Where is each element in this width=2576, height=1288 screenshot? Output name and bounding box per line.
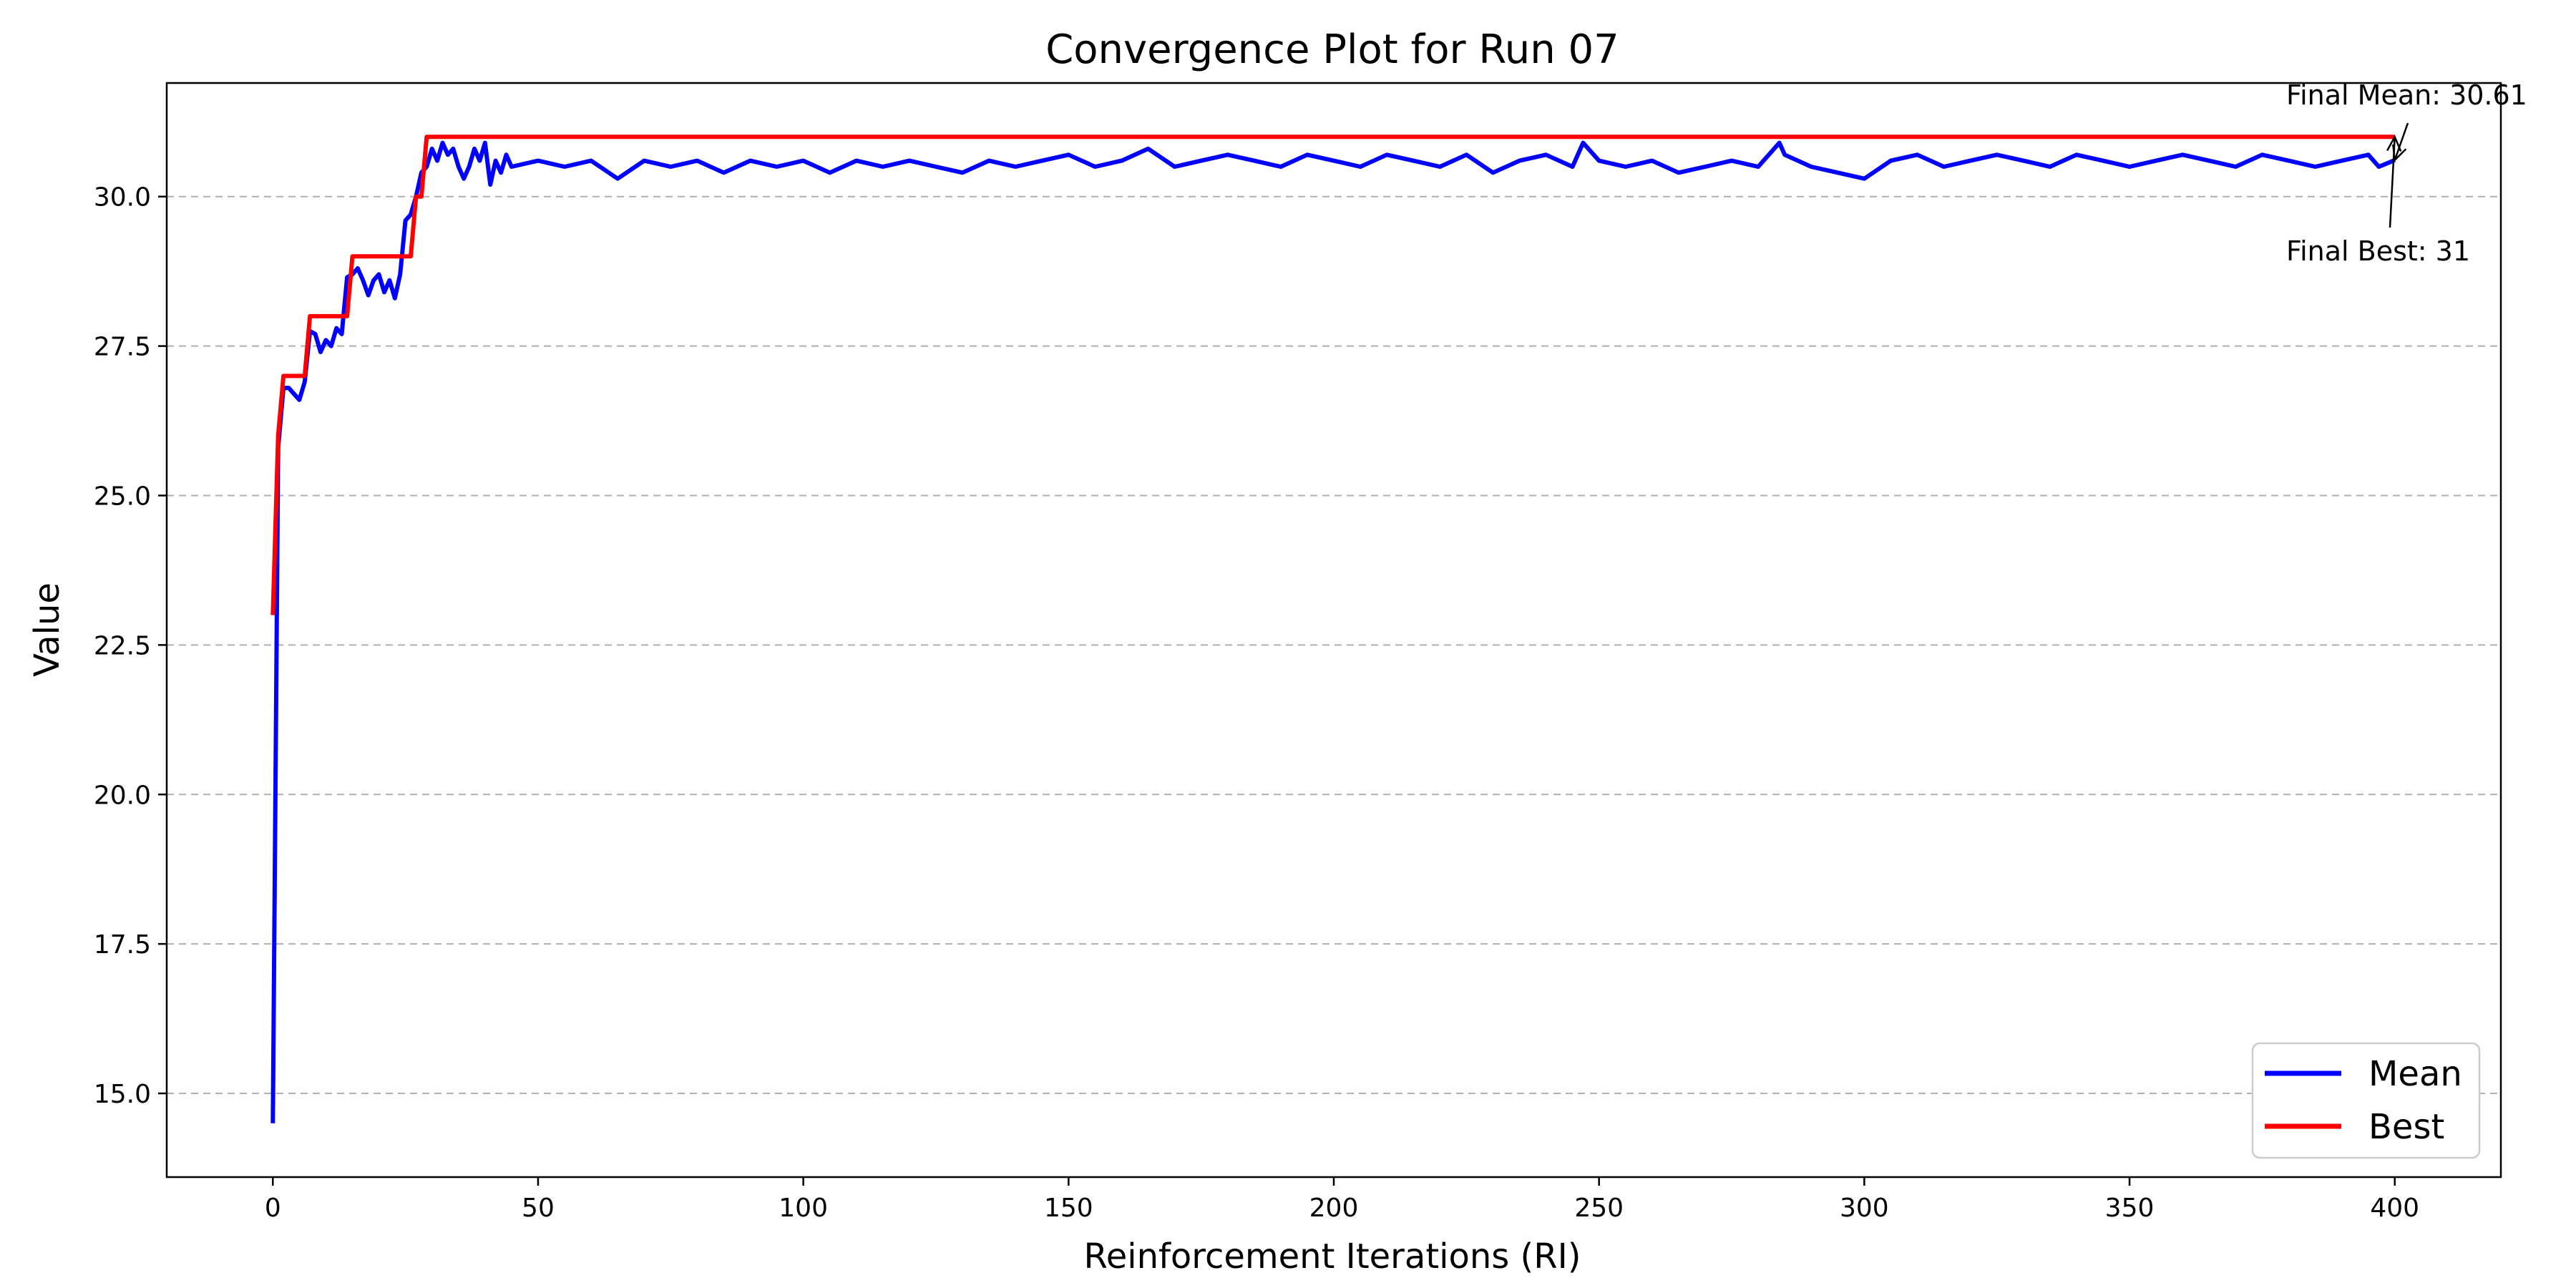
y-axis: 15.0 17.5 20.0 22.5 25.0 27.5 30.0: [94, 183, 167, 1109]
plot-series: [270, 135, 2396, 1123]
x-tick-label: 100: [779, 1194, 828, 1223]
y-tick-label: 22.5: [94, 631, 151, 660]
x-axis: 0 50 100 150 200 250 300 350 400: [265, 1177, 2419, 1223]
y-tick-label: 30.0: [94, 183, 151, 213]
series-line-best: [270, 135, 2395, 615]
annotation-arrowhead-best: [2386, 135, 2402, 152]
x-tick-label: 150: [1044, 1194, 1093, 1223]
chart-title: Convergence Plot for Run 07: [1045, 26, 1619, 73]
series-line-mean: [270, 140, 2396, 1123]
y-tick-label: 17.5: [94, 930, 151, 960]
x-tick-label: 50: [522, 1194, 555, 1223]
x-tick-label: 0: [265, 1194, 281, 1223]
y-tick-label: 20.0: [94, 781, 151, 810]
annotation-final-mean: Final Mean: 30.61: [2286, 79, 2527, 111]
y-axis-label: Value: [27, 582, 67, 677]
y-tick-label: 15.0: [94, 1080, 151, 1109]
annotations: Final Mean: 30.61 Final Best: 31: [2286, 79, 2527, 267]
annotation-arrow-mean: [2394, 122, 2409, 161]
y-tick-label: 27.5: [94, 333, 151, 362]
legend: Mean Best: [2251, 1042, 2481, 1159]
x-tick-label: 250: [1574, 1194, 1624, 1223]
legend-label-mean: Mean: [2368, 1054, 2462, 1094]
y-tick-label: 25.0: [94, 482, 151, 512]
annotation-arrow-best: [2389, 137, 2396, 228]
x-tick-label: 400: [2370, 1194, 2419, 1223]
x-axis-label: Reinforcement Iterations (RI): [1084, 1236, 1581, 1277]
x-tick-label: 350: [2105, 1194, 2155, 1223]
x-tick-label: 300: [1840, 1194, 1889, 1223]
legend-label-best: Best: [2368, 1107, 2444, 1147]
x-tick-label: 200: [1309, 1194, 1359, 1223]
annotation-final-best: Final Best: 31: [2286, 235, 2470, 267]
